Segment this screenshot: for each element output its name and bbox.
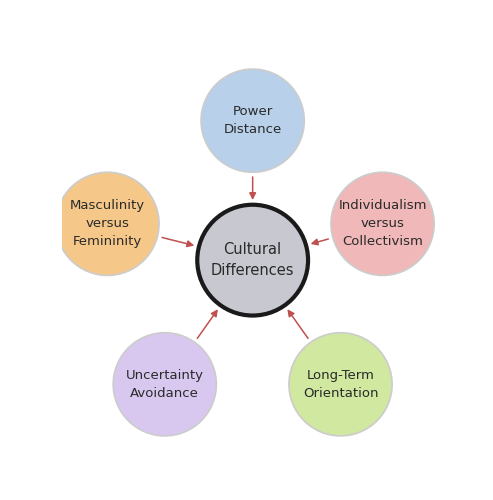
Circle shape: [289, 332, 392, 436]
Text: Power
Distance: Power Distance: [223, 105, 282, 136]
Circle shape: [197, 204, 308, 316]
Circle shape: [113, 332, 216, 436]
Text: Uncertainty
Avoidance: Uncertainty Avoidance: [126, 369, 204, 400]
Circle shape: [201, 69, 304, 172]
Text: Cultural
Differences: Cultural Differences: [211, 242, 294, 278]
Text: Individualism
versus
Collectivism: Individualism versus Collectivism: [338, 200, 427, 248]
Text: Masculinity
versus
Femininity: Masculinity versus Femininity: [70, 200, 145, 248]
Text: Long-Term
Orientation: Long-Term Orientation: [303, 369, 378, 400]
Circle shape: [56, 172, 159, 276]
Circle shape: [331, 172, 434, 276]
